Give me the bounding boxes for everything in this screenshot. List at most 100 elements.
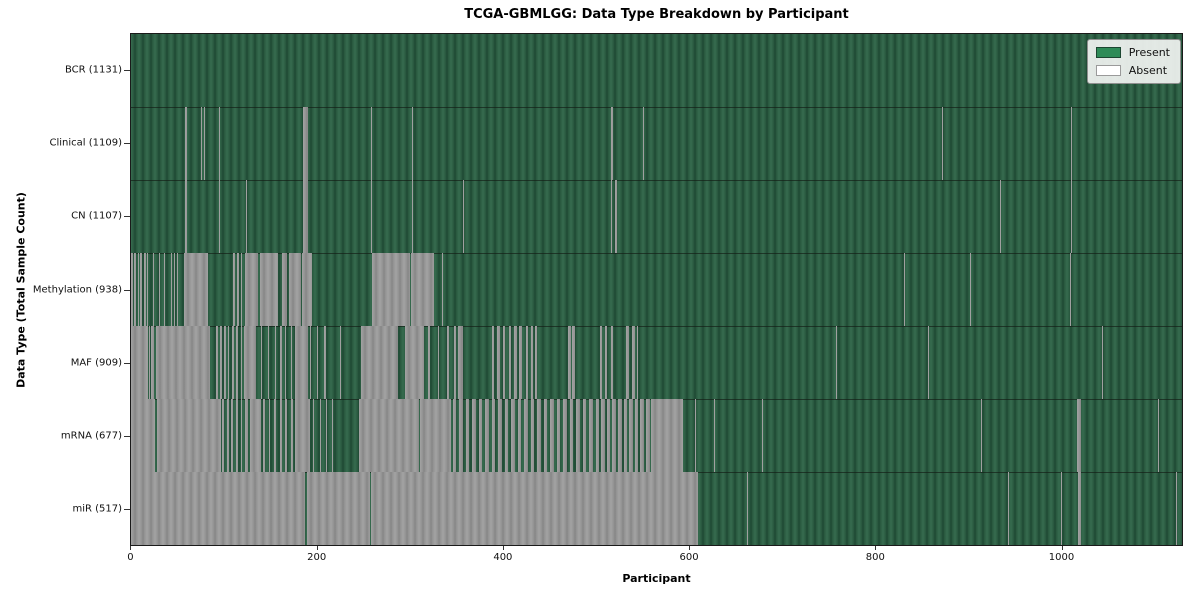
absent-segment	[513, 326, 517, 399]
absent-segment	[245, 253, 259, 326]
absent-segment	[261, 326, 263, 399]
absent-segment	[458, 326, 463, 399]
y-tick-mark	[124, 142, 130, 144]
absent-segment	[576, 399, 580, 472]
heatmap-row-methylation	[131, 253, 1182, 326]
absent-segment	[446, 326, 449, 399]
absent-segment	[133, 253, 136, 326]
absent-segment	[223, 326, 226, 399]
absent-segment	[631, 326, 635, 399]
x-tick-mark	[130, 546, 132, 550]
absent-segment	[177, 253, 179, 326]
absent-segment	[262, 399, 265, 472]
absent-segment	[144, 253, 146, 326]
y-tick-mark	[124, 289, 130, 291]
absent-segment	[313, 399, 315, 472]
absent-segment	[442, 253, 444, 326]
x-axis-label: Participant	[622, 572, 691, 585]
absent-segment	[302, 180, 308, 253]
absent-segment	[606, 399, 611, 472]
absent-segment	[288, 253, 302, 326]
absent-segment	[610, 180, 613, 253]
y-axis-label: Data Type (Total Sample Count)	[14, 192, 28, 388]
absent-segment	[232, 326, 235, 399]
absent-segment	[184, 180, 187, 253]
absent-segment	[643, 107, 644, 180]
absent-segment	[219, 107, 221, 180]
absent-segment	[260, 253, 278, 326]
absent-segment	[411, 107, 413, 180]
absent-segment	[645, 399, 650, 472]
absent-segment	[615, 180, 617, 253]
absent-segment	[459, 399, 463, 472]
absent-segment	[228, 180, 230, 253]
legend: Present Absent	[1086, 39, 1181, 84]
absent-segment	[294, 326, 308, 399]
y-tick-label-mir: miR (517)	[72, 503, 122, 515]
absent-segment	[1070, 253, 1072, 326]
absent-segment	[601, 399, 605, 472]
x-tick-label-600: 600	[679, 552, 699, 563]
absent-segment	[410, 253, 434, 326]
y-tick-label-maf: MAF (909)	[70, 357, 122, 369]
absent-segment	[219, 180, 221, 253]
absent-segment	[236, 326, 238, 399]
absent-segment	[240, 326, 243, 399]
absent-segment	[231, 399, 234, 472]
absent-segment	[156, 326, 210, 399]
heatmap-row-clinical	[131, 107, 1182, 180]
absent-segment	[150, 326, 155, 399]
absent-segment	[1176, 472, 1178, 545]
absent-segment	[233, 253, 236, 326]
absent-segment	[640, 399, 644, 472]
absent-segment	[793, 472, 795, 545]
absent-segment	[275, 326, 276, 399]
absent-segment	[498, 399, 502, 472]
legend-item-absent: Absent	[1095, 64, 1170, 77]
absent-segment	[140, 253, 143, 326]
absent-segment	[604, 326, 607, 399]
absent-segment	[294, 399, 311, 472]
absent-segment	[1157, 399, 1159, 472]
absent-segment	[249, 399, 262, 472]
x-tick-label-400: 400	[493, 552, 513, 563]
absent-segment	[999, 180, 1001, 253]
absent-segment	[227, 326, 230, 399]
absent-segment	[569, 399, 574, 472]
absent-segment	[319, 399, 321, 472]
absent-segment	[131, 399, 156, 472]
absent-segment	[1102, 326, 1103, 399]
absent-segment	[497, 326, 500, 399]
y-tick-label-methylation: Methylation (938)	[32, 284, 122, 295]
absent-segment	[465, 399, 470, 472]
absent-segment	[240, 399, 243, 472]
absent-segment	[462, 180, 464, 253]
absent-segment	[173, 253, 175, 326]
absent-segment	[530, 399, 535, 472]
heatmap-row-maf	[131, 326, 1182, 399]
absent-segment	[371, 253, 410, 326]
absent-segment	[617, 399, 622, 472]
y-tick-label-bcr: BCR (1131)	[64, 64, 122, 76]
absent-segment	[301, 253, 313, 326]
absent-segment	[268, 399, 271, 472]
absent-segment	[244, 326, 257, 399]
absent-segment	[563, 399, 567, 472]
absent-segment	[306, 472, 370, 545]
y-tick-mark	[124, 362, 130, 364]
absent-segment	[452, 399, 457, 472]
absent-segment	[610, 326, 614, 399]
absent-segment	[164, 253, 166, 326]
absent-segment	[1030, 472, 1032, 545]
absent-segment	[358, 399, 420, 472]
absent-segment	[478, 399, 483, 472]
absent-segment	[519, 326, 523, 399]
legend-absent-swatch	[1095, 65, 1121, 76]
absent-segment	[502, 326, 506, 399]
absent-segment	[904, 253, 906, 326]
absent-segment	[279, 326, 282, 399]
absent-segment	[636, 326, 639, 399]
absent-segment	[245, 399, 249, 472]
absent-segment	[626, 326, 630, 399]
absent-segment	[146, 253, 148, 326]
